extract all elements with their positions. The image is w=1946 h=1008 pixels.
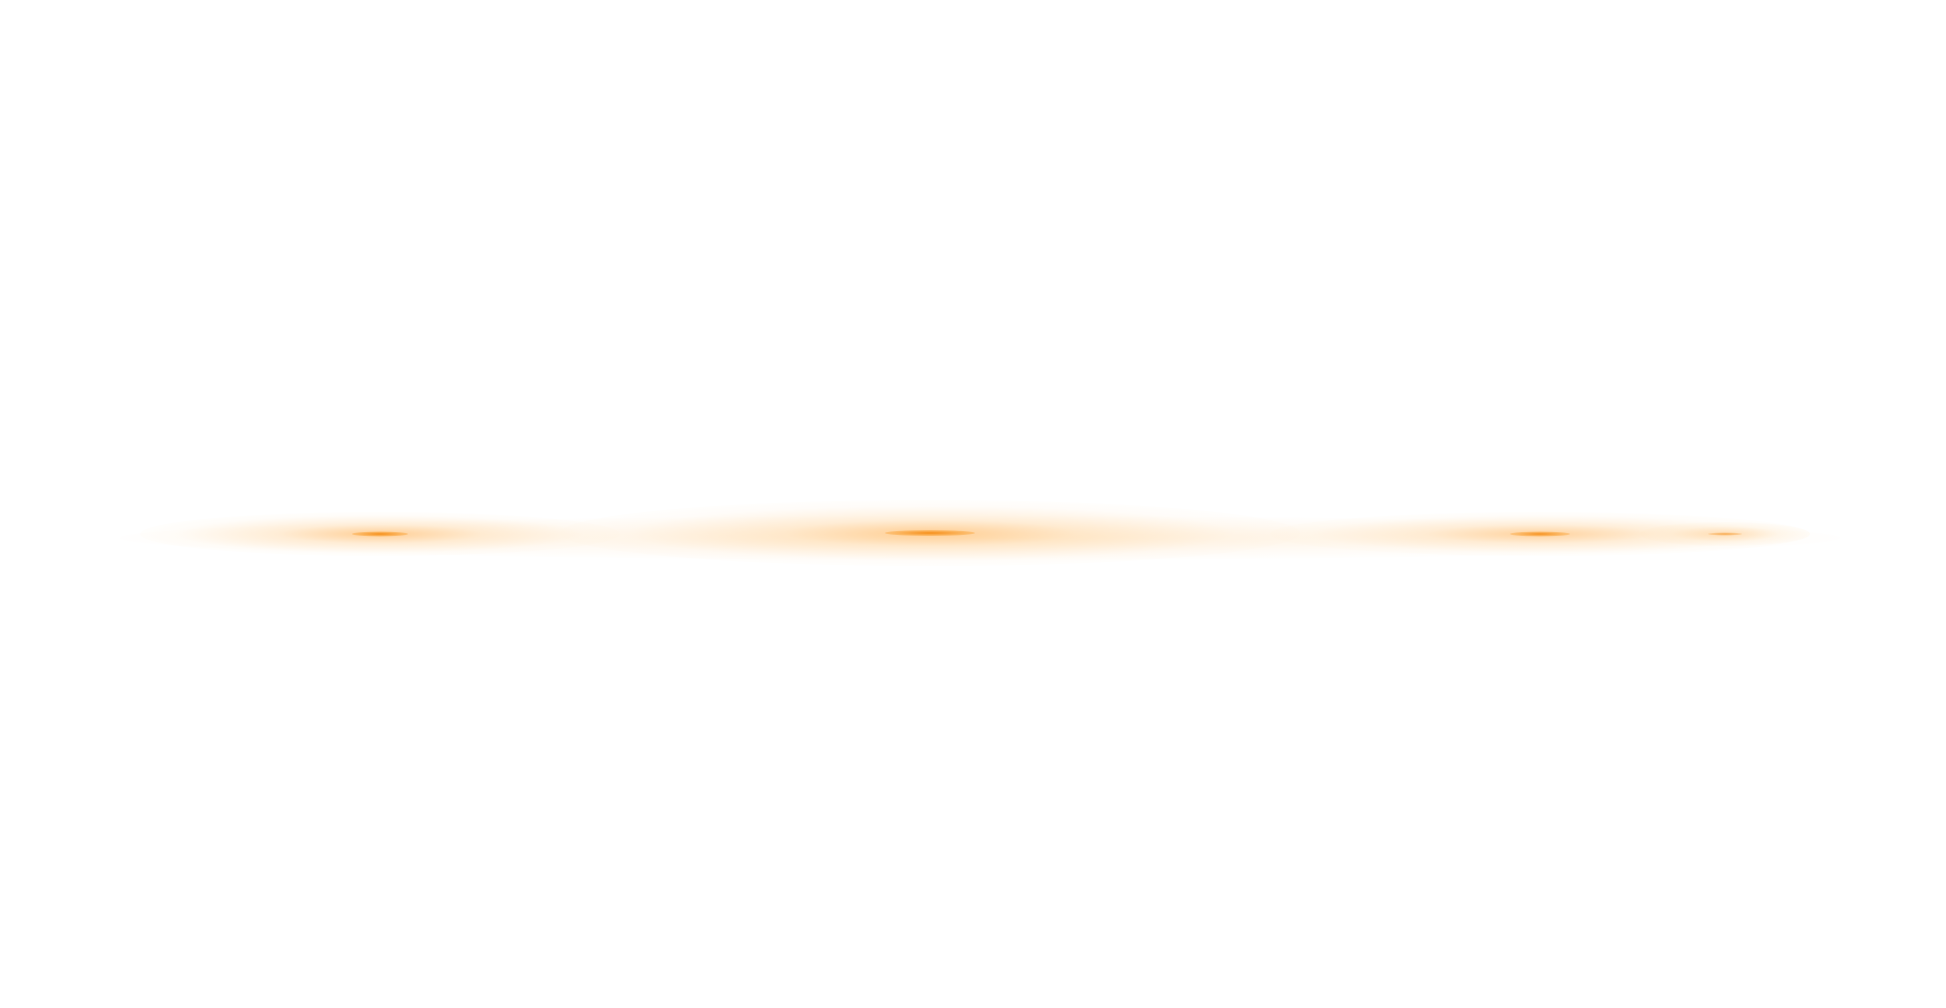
far-right-flare bbox=[1640, 522, 1810, 546]
right-flare-core bbox=[1510, 531, 1570, 537]
center-flare-core bbox=[885, 530, 975, 536]
left-flare-core bbox=[352, 531, 408, 537]
center-flare bbox=[560, 500, 1300, 566]
far-right-flare-core bbox=[1708, 532, 1742, 536]
left-flare bbox=[140, 512, 620, 556]
